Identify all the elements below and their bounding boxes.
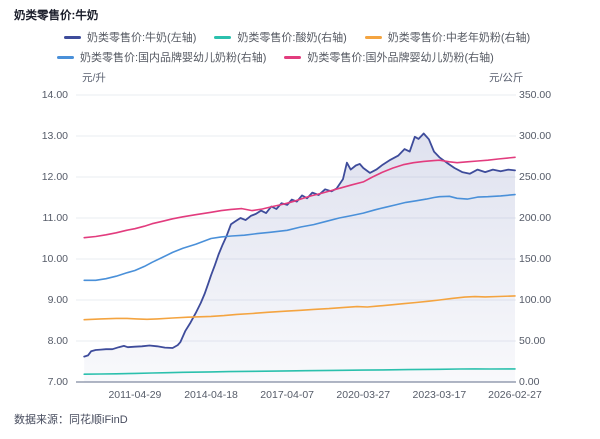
left-axis-tick-label: 11.00: [42, 211, 69, 224]
series-line-domestic-formula: [83, 193, 516, 282]
series-line-foreign-formula: [83, 156, 516, 239]
legend-swatch-elderly-powder: [364, 35, 382, 39]
left-axis-tick-label: 8.00: [47, 334, 68, 347]
legend-item-milk[interactable]: 奶类零售价:牛奶(左轴): [64, 29, 196, 45]
x-axis-tick-label: 2023-03-17: [412, 389, 467, 401]
chart-title: 奶类零售价:牛奶: [14, 10, 99, 22]
x-axis-tick-label: 2020-03-27: [336, 389, 391, 401]
x-axis-tick-label: 2014-04-18: [184, 389, 238, 401]
right-axis-tick-label: 150.00: [519, 252, 552, 265]
legend-label-foreign-formula: 奶类零售价:国外品牌婴幼儿奶粉(右轴): [307, 52, 494, 64]
legend-item-elderly-powder[interactable]: 奶类零售价:中老年奶粉(右轴): [364, 29, 531, 45]
left-axis-tick-label: 13.00: [41, 129, 68, 142]
right-axis-unit-label: 元/公斤: [489, 72, 524, 84]
legend-label-domestic-formula: 奶类零售价:国内品牌婴幼儿奶粉(右轴): [80, 52, 267, 64]
left-axis-tick-label: 10.00: [41, 252, 68, 265]
legend-swatch-milk: [64, 35, 81, 39]
legend-label-elderly-powder: 奶类零售价:中老年奶粉(右轴): [387, 32, 531, 44]
legend-row-2: 奶类零售价:国内品牌婴幼儿奶粉(右轴) 奶类零售价:国外品牌婴幼儿奶粉(右轴): [57, 49, 512, 65]
right-axis-tick-label: 300.00: [519, 129, 552, 142]
right-axis-tick-label: 250.00: [519, 170, 552, 183]
series-line-milk: [83, 132, 516, 358]
legend-label-yogurt: 奶类零售价:酸奶(右轴): [237, 32, 347, 44]
left-axis-tick-label: 9.00: [47, 293, 68, 306]
right-axis-tick-label: 0.00: [519, 375, 540, 388]
left-axis-tick-label: 7.00: [47, 375, 68, 388]
legend-swatch-foreign-formula: [284, 55, 302, 59]
x-axis-tick-label: 2026-02-27: [488, 389, 542, 401]
right-axis-tick-label: 350.00: [519, 88, 552, 101]
right-axis-tick-label: 100.00: [519, 293, 552, 306]
legend-label-milk: 奶类零售价:牛奶(左轴): [87, 32, 197, 44]
series-area-milk: [84, 133, 515, 382]
legend-item-domestic-formula[interactable]: 奶类零售价:国内品牌婴幼儿奶粉(右轴): [57, 49, 266, 65]
x-axis-tick-label: 2017-04-07: [260, 389, 315, 401]
left-axis-tick-label: 14.00: [41, 88, 68, 101]
legend-swatch-yogurt: [214, 35, 232, 39]
legend-item-yogurt[interactable]: 奶类零售价:酸奶(右轴): [214, 29, 347, 45]
legend-swatch-domestic-formula: [57, 55, 74, 59]
data-source-label: 数据来源：同花顺iFinD: [14, 414, 128, 426]
x-axis-tick-label: 2011-04-29: [108, 389, 162, 401]
left-axis-unit-label: 元/升: [82, 72, 106, 84]
legend-row-1: 奶类零售价:牛奶(左轴) 奶类零售价:酸奶(右轴) 奶类零售价:中老年奶粉(右轴): [64, 29, 548, 45]
series-line-yogurt: [83, 368, 516, 375]
left-axis-tick-label: 12.00: [41, 170, 68, 183]
right-axis-tick-label: 200.00: [519, 211, 552, 224]
series-line-elderly-powder: [83, 295, 516, 321]
right-axis-tick-label: 50.00: [519, 334, 546, 347]
legend-item-foreign-formula[interactable]: 奶类零售价:国外品牌婴幼儿奶粉(右轴): [284, 49, 494, 65]
